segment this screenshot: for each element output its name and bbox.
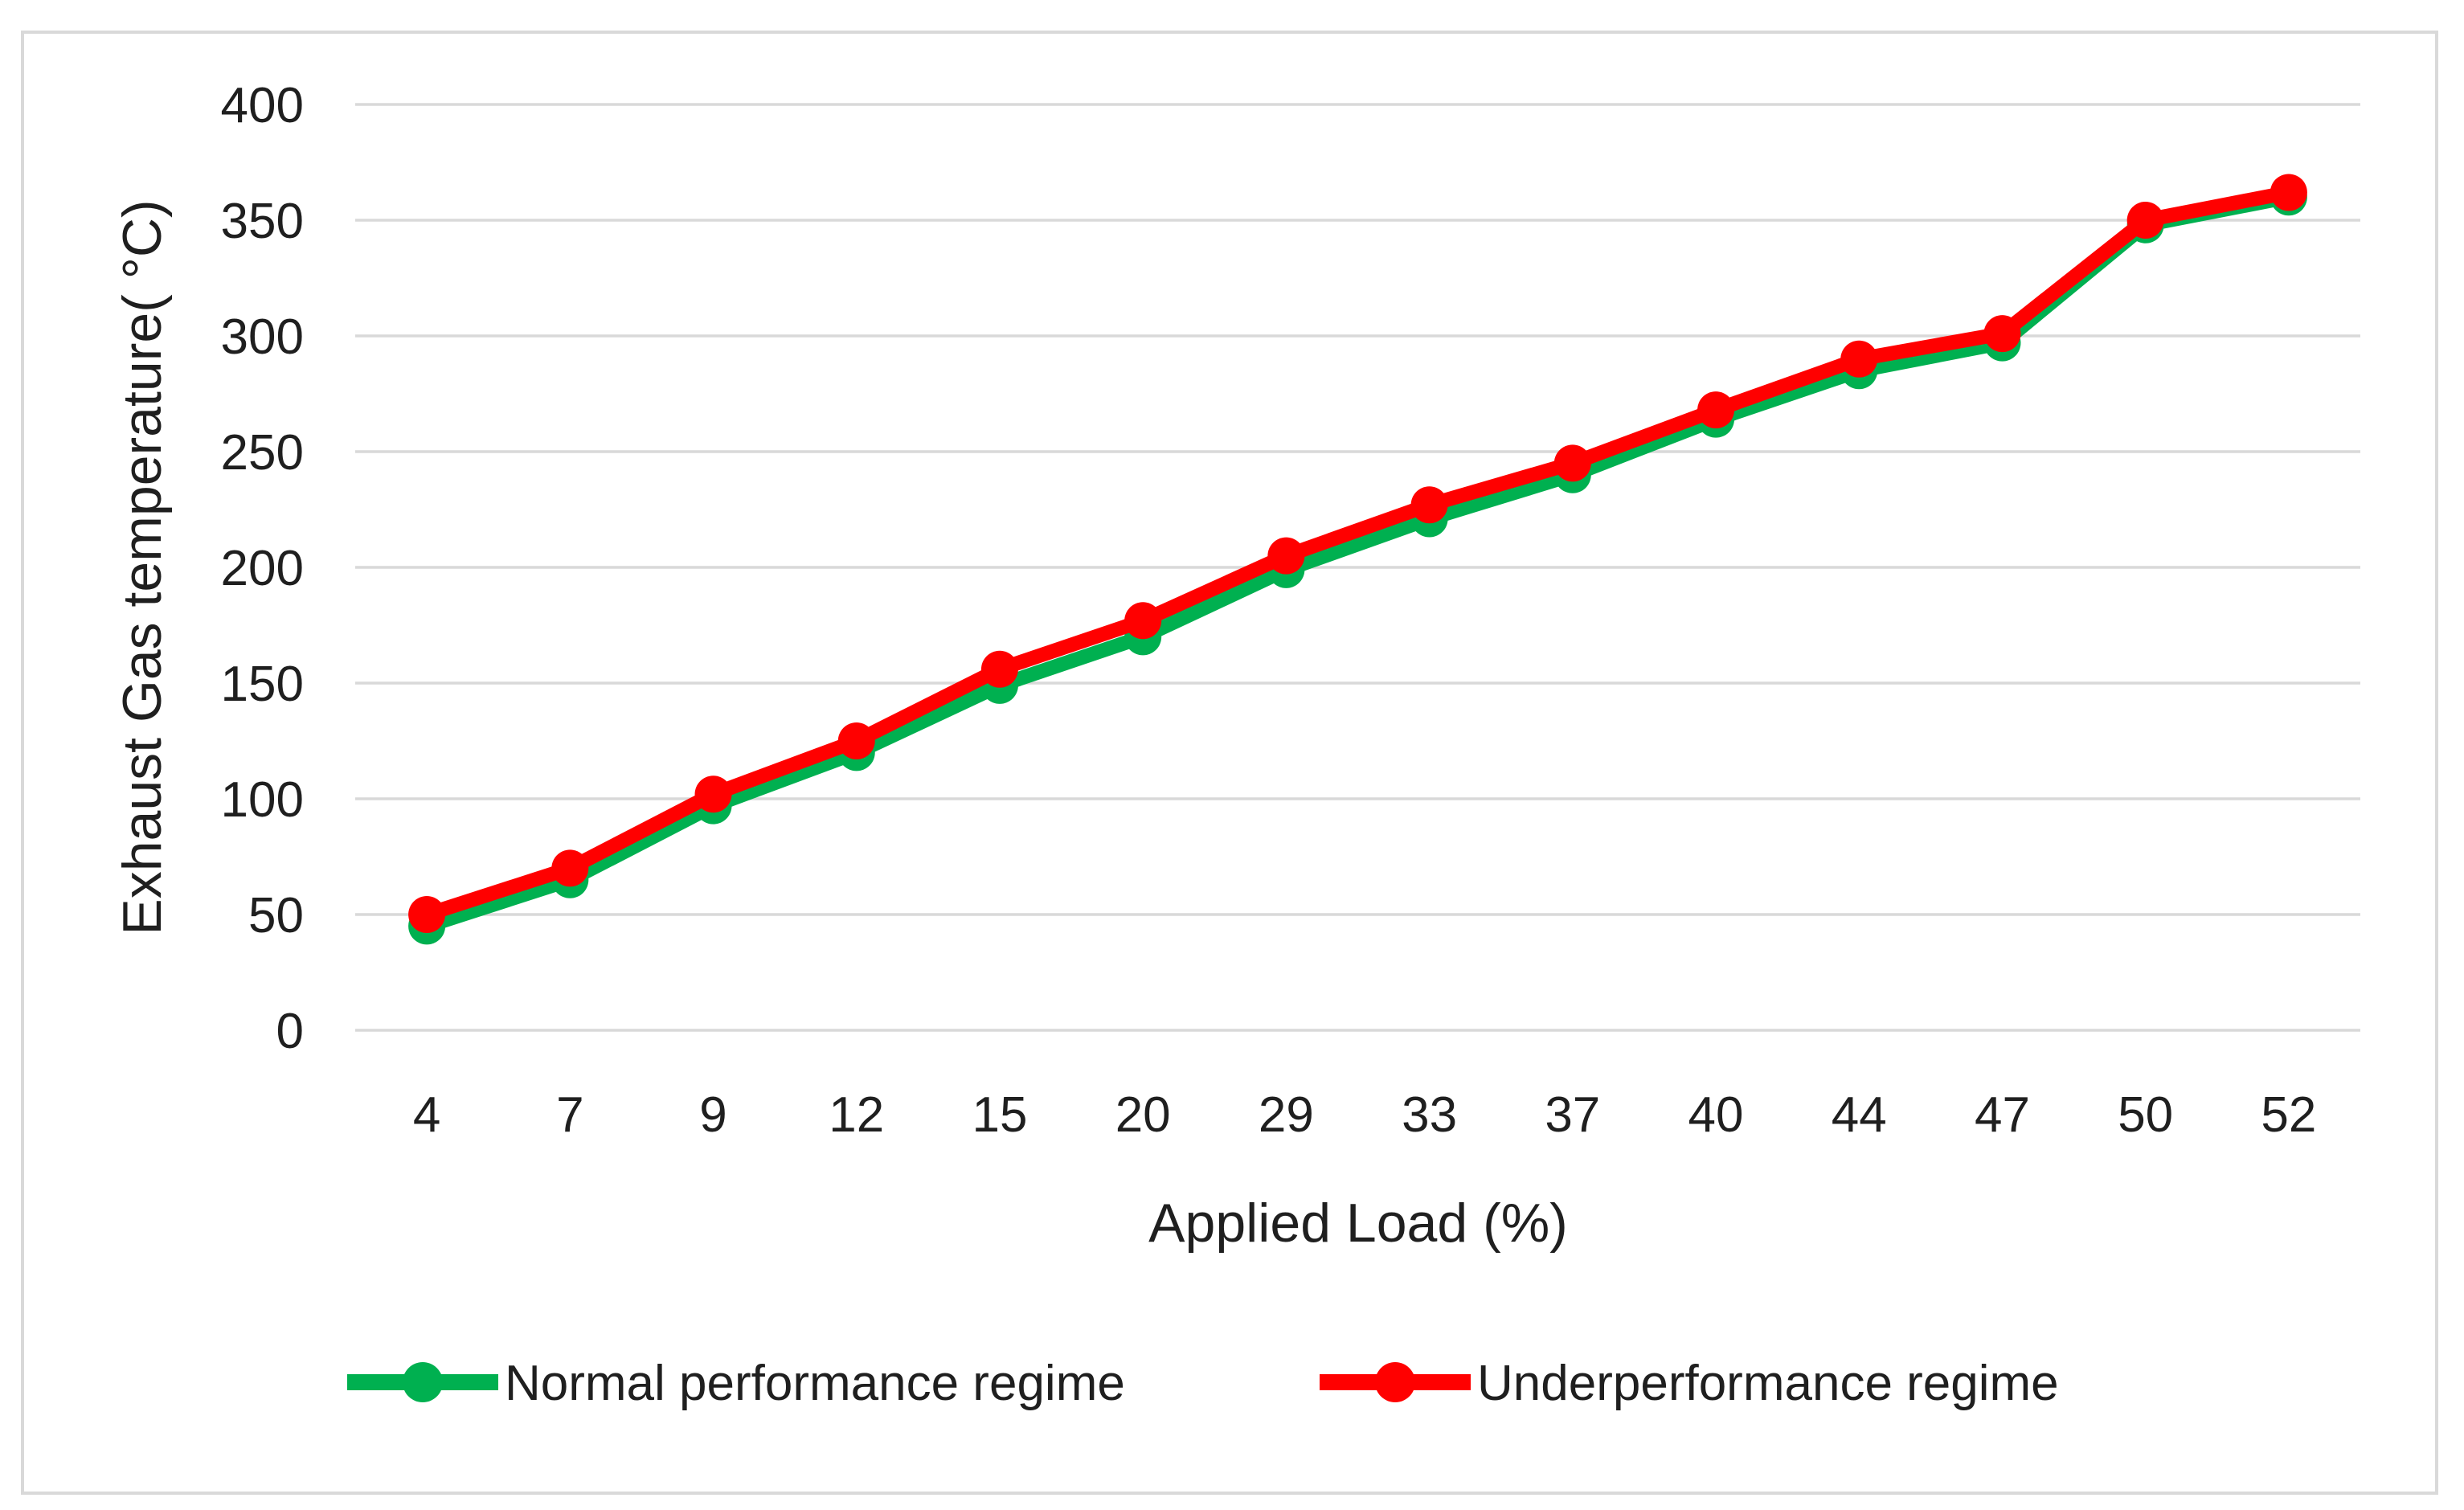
x-axis-title: Applied Load (%) [1148,1193,1568,1254]
x-tick-label: 20 [1115,1087,1171,1143]
data-point-marker [1983,315,2021,353]
data-point-marker [980,650,1018,688]
series-line-underperformance [420,185,2296,922]
y-tick-label: 0 [276,1004,304,1059]
legend-label-underperformance: Underperformance regime [1477,1356,2059,1411]
x-tick-label: 12 [829,1087,884,1143]
legend-item-underperformance: Underperformance regime [1320,1356,2059,1411]
y-axis-title: Exhaust Gas temperature( °C) [112,199,173,935]
legend-dot-marker-red [1375,1362,1415,1402]
data-point-marker [2126,202,2164,239]
x-tick-label: 9 [699,1087,727,1143]
data-point-marker [1553,444,1591,482]
x-tick-label: 47 [1975,1087,2030,1143]
series-lines [408,174,2307,945]
x-tick-label: 37 [1545,1087,1600,1143]
y-tick-label: 350 [221,194,304,249]
y-tick-label: 300 [221,309,304,365]
data-point-marker [1124,602,1162,640]
data-point-marker [1410,486,1448,524]
chart-frame-border [21,31,2438,1495]
x-tick-label: 33 [1402,1087,1457,1143]
y-tick-label: 250 [221,425,304,481]
x-tick-label: 4 [413,1087,440,1143]
data-point-marker [1267,537,1305,575]
data-point-marker [2270,174,2307,211]
x-axis-tick-labels: 4 7 9 12 15 20 29 33 37 40 44 47 50 52 [413,1087,2317,1143]
x-tick-label: 7 [556,1087,583,1143]
series-line-normal [420,190,2296,934]
y-tick-label: 200 [221,541,304,596]
data-point-marker [408,896,446,933]
x-tick-label: 44 [1832,1087,1887,1143]
y-tick-label: 50 [248,888,304,943]
data-point-marker [1697,391,1735,429]
x-tick-label: 52 [2261,1087,2316,1143]
legend: Normal performance regime Underperforman… [347,1356,2059,1411]
x-tick-label: 29 [1259,1087,1314,1143]
x-tick-label: 50 [2118,1087,2173,1143]
x-tick-label: 40 [1688,1087,1744,1143]
legend-dot-marker-green [403,1362,443,1402]
y-tick-label: 400 [221,78,304,133]
legend-label-normal: Normal performance regime [505,1356,1125,1411]
legend-item-normal: Normal performance regime [347,1356,1125,1411]
y-tick-label: 100 [221,772,304,828]
data-point-marker [837,722,875,759]
x-tick-label: 15 [972,1087,1027,1143]
data-point-marker [694,775,732,813]
data-point-marker [1840,340,1878,378]
gridlines [355,103,2360,1032]
y-axis-tick-labels: 0 50 100 150 200 250 300 350 400 [221,78,304,1059]
y-tick-label: 150 [221,657,304,712]
data-point-marker [551,849,589,887]
